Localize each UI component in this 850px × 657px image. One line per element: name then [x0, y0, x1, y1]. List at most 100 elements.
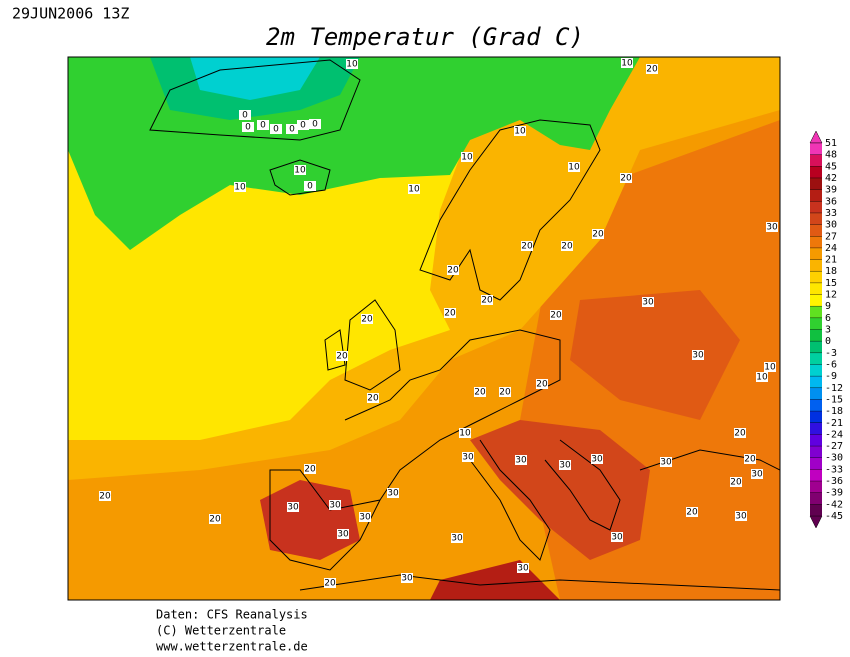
contour-label-box: [559, 460, 571, 470]
colorbar-band: [810, 329, 822, 342]
colorbar-band: [810, 504, 822, 517]
contour-label: 20: [536, 380, 548, 390]
colorbar-label: 48: [825, 150, 837, 161]
contour-label: 0: [300, 121, 306, 131]
contour-label-box: [461, 152, 473, 162]
contour-label-box: [561, 241, 573, 251]
contour-label-box: [401, 573, 413, 583]
contour-label: 10: [294, 166, 306, 176]
contour-label-box: [550, 310, 562, 320]
footer-line: (C) Wetterzentrale: [156, 624, 286, 638]
colorbar-band: [810, 271, 822, 284]
contour-label: 30: [359, 513, 371, 523]
contour-label-box: [447, 265, 459, 275]
contour-label: 20: [474, 388, 486, 398]
contour-label-box: [257, 120, 269, 130]
contour-label-box: [730, 477, 742, 487]
colorbar-label: 21: [825, 255, 837, 266]
contour-label-box: [474, 387, 486, 397]
colorbar-band: [810, 236, 822, 249]
contour-label: 20: [734, 429, 746, 439]
colorbar-band: [810, 306, 822, 319]
contour-label-box: [686, 507, 698, 517]
contour-label: 30: [692, 351, 704, 361]
colorbar-label: 39: [825, 185, 837, 196]
colorbar-band: [810, 481, 822, 493]
colorbar-band: [810, 364, 822, 377]
contour-label-box: [621, 58, 633, 68]
contour-label-box: [536, 379, 548, 389]
colorbar-label: 0: [825, 336, 831, 347]
colorbar-label: -30: [825, 453, 843, 464]
contour-label-box: [735, 511, 747, 521]
contour-label: 20: [481, 296, 493, 306]
colorbar-label: -3: [825, 348, 837, 359]
contour-label: 30: [735, 512, 747, 522]
colorbar-band: [810, 154, 822, 167]
contour-label-box: [591, 454, 603, 464]
contour-label: 10: [234, 183, 246, 193]
contour-label-box: [764, 362, 776, 372]
contour-label-box: [444, 308, 456, 318]
colorbar-band: [810, 457, 822, 470]
contour-label-box: [481, 295, 493, 305]
contour-label: 20: [521, 242, 533, 252]
contour-label-box: [459, 428, 471, 438]
colorbar-tip: [809, 515, 823, 529]
contour-label-box: [329, 500, 341, 510]
colorbar-label: -12: [825, 383, 843, 394]
contour-label-box: [756, 372, 768, 382]
contour-label-box: [660, 457, 672, 467]
contour-label: 20: [646, 65, 658, 75]
colorbar-band: [810, 294, 822, 307]
colorbar-label: -9: [825, 371, 837, 382]
contour-label: 30: [515, 456, 527, 466]
colorbar-label: -33: [825, 464, 843, 475]
contour-label-box: [462, 452, 474, 462]
contour-label: 10: [568, 163, 580, 173]
contour-label: 20: [620, 174, 632, 184]
hot-spot: [570, 290, 740, 420]
colorbar-band: [810, 224, 822, 237]
colorbar-band: [810, 399, 822, 412]
contour-label: 20: [499, 388, 511, 398]
colorbar-label: -6: [825, 359, 837, 370]
contour-label-box: [297, 120, 309, 130]
contour-label: 0: [260, 121, 266, 131]
contour-label: 30: [591, 455, 603, 465]
contour-label-box: [515, 455, 527, 465]
contour-label: 10: [346, 60, 358, 70]
contour-label: 30: [451, 534, 463, 544]
contour-label: 20: [744, 455, 756, 465]
contour-label: 20: [209, 515, 221, 525]
greenland-cold: [190, 57, 320, 100]
contour-label: 20: [367, 394, 379, 404]
contour-label-box: [324, 578, 336, 588]
contour-label: 30: [517, 564, 529, 574]
contour-label: 20: [361, 315, 373, 325]
colorbar-band: [810, 177, 822, 190]
colorbar-label: 3: [825, 325, 831, 336]
contour-label: 20: [561, 242, 573, 252]
contour-label: 30: [611, 533, 623, 543]
contour-label-box: [751, 469, 763, 479]
contour-label-box: [294, 165, 306, 175]
colorbar-label: 15: [825, 278, 837, 289]
map-title: 2m Temperatur (Grad C): [266, 23, 584, 51]
contour-label-box: [367, 393, 379, 403]
contour-label-box: [346, 59, 358, 69]
contour-label: 10: [621, 59, 633, 69]
contour-label-box: [304, 181, 316, 191]
colorbar-label: 45: [825, 161, 837, 172]
contour-label-box: [451, 533, 463, 543]
colorbar-band: [810, 434, 822, 447]
colorbar-band: [810, 143, 822, 155]
colorbar-band: [810, 376, 822, 389]
contour-label: 30: [642, 298, 654, 308]
map-frame: [67, 56, 781, 601]
colorbar-band: [810, 387, 822, 400]
contour-label-box: [387, 488, 399, 498]
colorbar-label: -42: [825, 499, 843, 510]
colorbar-band: [810, 341, 822, 354]
